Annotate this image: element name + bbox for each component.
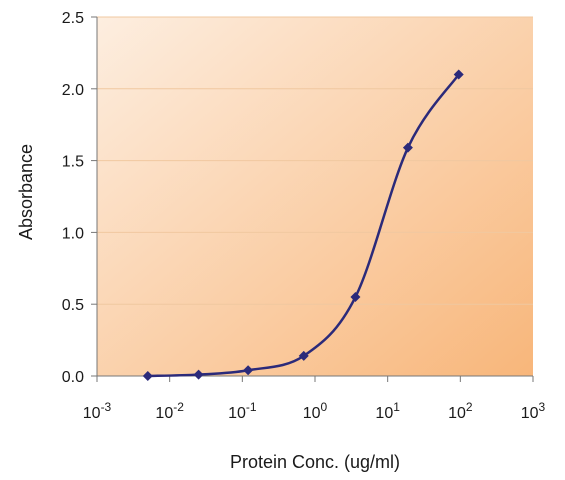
x-tick-base: 10 xyxy=(303,405,321,422)
x-tick-exponent: 3 xyxy=(539,400,546,414)
x-tick-exponent: 0 xyxy=(321,400,328,414)
x-tick-base: 10 xyxy=(228,405,246,422)
data-point xyxy=(350,292,361,303)
x-tick-label: 10-1 xyxy=(228,400,257,422)
x-tick-exponent: 2 xyxy=(466,400,473,414)
series xyxy=(142,69,464,381)
x-tick-label: 101 xyxy=(375,400,400,422)
x-tick-base: 10 xyxy=(521,405,539,422)
plot-area xyxy=(97,17,533,376)
x-tick-label: 10-2 xyxy=(155,400,184,422)
y-tick-label: 1.0 xyxy=(62,225,84,242)
x-tick-exponent: -2 xyxy=(173,400,184,414)
y-axis-title: Absorbance xyxy=(16,144,36,240)
data-point xyxy=(142,371,153,381)
x-tick-label: 100 xyxy=(303,400,328,422)
x-tick-labels: 10-3 10-2 10-1 100 101 102 103 xyxy=(83,400,546,422)
x-tick-exponent: 1 xyxy=(393,400,400,414)
x-tick-base: 10 xyxy=(155,405,173,422)
y-tick-label: 1.5 xyxy=(62,154,84,171)
grid-lines xyxy=(97,16,533,305)
y-tick-label: 0.0 xyxy=(62,369,84,386)
x-axis-title: Protein Conc. (ug/ml) xyxy=(230,452,400,472)
x-tick-exponent: -3 xyxy=(101,400,112,414)
y-tick-label: 0.5 xyxy=(62,297,84,314)
y-tick-label: 2.0 xyxy=(62,82,84,99)
data-point xyxy=(402,142,413,153)
x-tick-base: 10 xyxy=(375,405,393,422)
x-tick-base: 10 xyxy=(448,405,466,422)
data-point xyxy=(453,69,464,80)
y-tick-labels: 0.0 0.5 1.0 1.5 2.0 2.5 xyxy=(62,10,84,386)
x-tick-label: 102 xyxy=(448,400,473,422)
y-tick-label: 2.5 xyxy=(62,10,84,27)
x-tick-base: 10 xyxy=(83,405,101,422)
x-tick-label: 10-3 xyxy=(83,400,112,422)
data-point xyxy=(243,365,254,376)
data-point xyxy=(193,369,204,380)
data-point xyxy=(298,350,309,361)
x-tick-exponent: -1 xyxy=(246,400,257,414)
x-tick-label: 103 xyxy=(521,400,546,422)
